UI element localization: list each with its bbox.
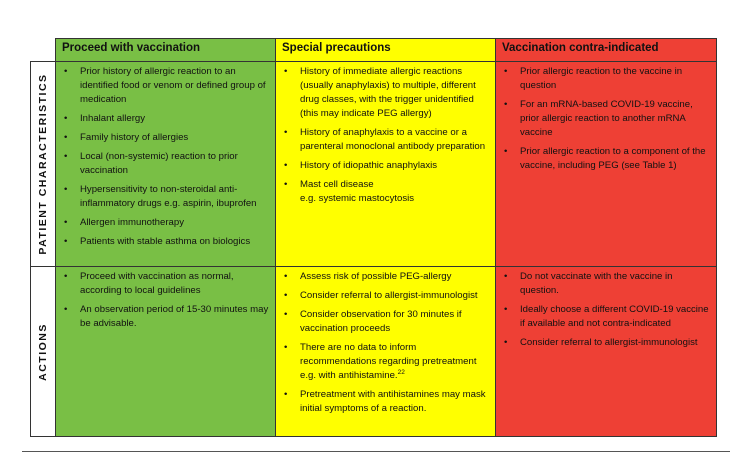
row-header: ACTIONS	[30, 266, 56, 437]
bullet-item: Assess risk of possible PEG-allergy	[284, 270, 489, 284]
bullet-item: Consider referral to allergist-immunolog…	[284, 289, 489, 303]
header-row: Proceed with vaccination Special precauti…	[30, 38, 717, 62]
corner	[30, 38, 56, 62]
table-cell: Do not vaccinate with the vaccine in que…	[495, 266, 717, 437]
bullet-item: History of immediate allergic reactions …	[284, 65, 489, 121]
bullet-item: Prior allergic reaction to a component o…	[504, 145, 710, 173]
bullet-item: History of anaphylaxis to a vaccine or a…	[284, 126, 489, 154]
reference: 22	[397, 368, 405, 376]
bullet-item: Local (non-systemic) reaction to prior v…	[64, 150, 269, 178]
bullet-item: Family history of allergies	[64, 131, 269, 145]
column-header: Proceed with vaccination	[55, 38, 276, 62]
bullet-item: Patients with stable asthma on biologics	[64, 235, 269, 249]
table-cell: Prior history of allergic reaction to an…	[55, 61, 276, 267]
bullet-item: History of idiopathic anaphylaxis	[284, 159, 489, 173]
column-header: Vaccination contra-indicated	[495, 38, 717, 62]
recommendation-table: Proceed with vaccination Special precauti…	[30, 38, 717, 437]
item-text: Mast cell disease	[300, 179, 374, 190]
bullet-item: Allergen immunotherapy	[64, 216, 269, 230]
row-label: ACTIONS	[37, 322, 49, 381]
table-row: PATIENT CHARACTERISTICS Prior history of …	[30, 61, 717, 267]
bullet-list: Prior allergic reaction to the vaccine i…	[496, 62, 716, 182]
table-body: PATIENT CHARACTERISTICS Prior history of …	[30, 61, 717, 437]
bullet-item: Ideally choose a different COVID-19 vacc…	[504, 303, 710, 331]
bullet-item: Do not vaccinate with the vaccine in que…	[504, 270, 710, 298]
item-text: There are no data to inform recommendati…	[300, 342, 477, 381]
bullet-list: History of immediate allergic reactions …	[276, 62, 495, 215]
bullet-item: For an mRNA-based COVID-19 vaccine, prio…	[504, 98, 710, 140]
bullet-item: Pretreatment with antihistamines may mas…	[284, 388, 489, 416]
bullet-item: Prior history of allergic reaction to an…	[64, 65, 269, 107]
table-row: ACTIONS Proceed with vaccination as norma…	[30, 266, 717, 437]
footer-rule	[22, 451, 730, 452]
bullet-item: Consider referral to allergist-immunolog…	[504, 336, 710, 350]
bullet-item: Hypersensitivity to non-steroidal anti-i…	[64, 183, 269, 211]
table-cell: Proceed with vaccination as normal, acco…	[55, 266, 276, 437]
row-header: PATIENT CHARACTERISTICS	[30, 61, 56, 267]
bullet-item: There are no data to inform recommendati…	[284, 341, 489, 383]
bullet-item: Proceed with vaccination as normal, acco…	[64, 270, 269, 298]
bullet-list: Proceed with vaccination as normal, acco…	[56, 267, 275, 340]
bullet-item: An observation period of 15-30 minutes m…	[64, 303, 269, 331]
bullet-list: Assess risk of possible PEG-allergy Consi…	[276, 267, 495, 425]
column-header: Special precautions	[275, 38, 496, 62]
table-cell: History of immediate allergic reactions …	[275, 61, 496, 267]
bullet-item: Inhalant allergy	[64, 112, 269, 126]
bullet-list: Prior history of allergic reaction to an…	[56, 62, 275, 258]
table-cell: Prior allergic reaction to the vaccine i…	[495, 61, 717, 267]
bullet-item: Consider observation for 30 minutes if v…	[284, 308, 489, 336]
bullet-item: Mast cell disease e.g. systemic mastocyto…	[284, 178, 489, 206]
bullet-list: Do not vaccinate with the vaccine in que…	[496, 267, 716, 359]
table-cell: Assess risk of possible PEG-allergy Consi…	[275, 266, 496, 437]
bullet-item: Prior allergic reaction to the vaccine i…	[504, 65, 710, 93]
item-note: e.g. systemic mastocytosis	[300, 193, 415, 204]
row-label: PATIENT CHARACTERISTICS	[37, 73, 49, 255]
